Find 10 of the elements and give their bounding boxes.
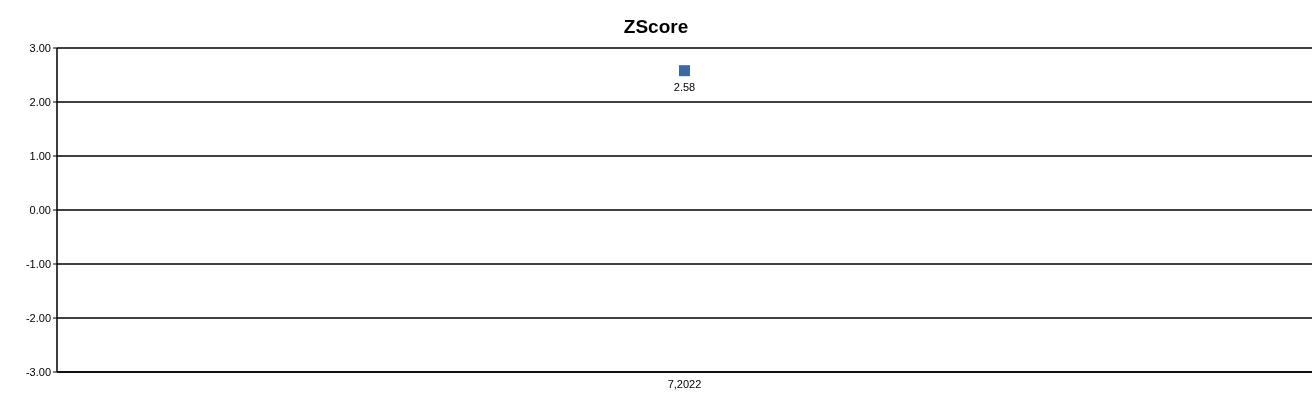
y-tick-label: 0.00	[29, 203, 51, 216]
y-tick-label: -1.00	[25, 257, 51, 270]
x-tick-label: 7,2022	[667, 377, 702, 390]
y-tick-label: -2.00	[25, 311, 51, 324]
y-tick-label: -3.00	[25, 365, 51, 378]
data-label: 2.58	[673, 80, 696, 93]
y-tick-label: 3.00	[29, 41, 51, 54]
chart-title: ZScore	[622, 16, 690, 38]
y-tick-label: 1.00	[29, 149, 51, 162]
y-tick-label: 2.00	[29, 95, 51, 108]
